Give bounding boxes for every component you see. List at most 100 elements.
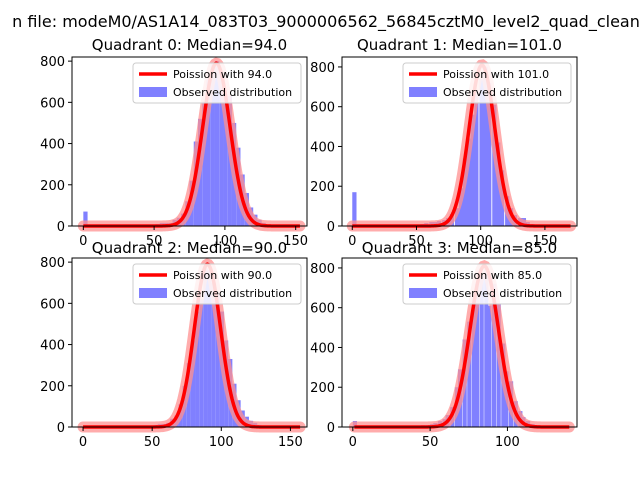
y-tick-label: 200 — [310, 381, 335, 396]
figure-suptitle: n file: modeM0/AS1A14_083T03_9000006562_… — [12, 12, 640, 32]
legend: Poission with 85.0 Observed distribution — [402, 263, 572, 305]
panel-title: Quadrant 3: Median=85.0 — [362, 239, 557, 257]
legend-box — [132, 263, 302, 305]
histogram-bar — [199, 299, 204, 427]
legend: Poission with 101.0 Observed distribution — [402, 62, 572, 104]
histogram-bar — [207, 270, 212, 427]
legend-box — [132, 62, 302, 104]
y-tick-label: 600 — [40, 96, 65, 111]
x-tick-label: 100 — [212, 234, 237, 249]
legend-poisson-label: Poission with 85.0 — [443, 269, 542, 282]
panel-2: 0 50 100 150 0 200 400 600 800 Poission with 90.0… — [40, 239, 308, 450]
y-tick-label: 600 — [40, 297, 65, 312]
histogram-bar — [462, 158, 467, 226]
histogram-bar — [223, 94, 228, 226]
panel-0: 0 50 100 150 0 200 400 600 800 Poission with 94.0… — [40, 36, 308, 249]
panel-3: 0 50 100 0 200 400 600 800 Poission with 85.0 Obs… — [310, 239, 578, 450]
x-tick-label: 150 — [532, 234, 557, 249]
legend-box — [402, 62, 572, 104]
legend: Poission with 90.0 Observed distribution — [132, 263, 302, 305]
legend-observed-swatch — [409, 288, 437, 298]
y-tick-label: 0 — [57, 421, 65, 436]
legend-box — [402, 263, 572, 305]
y-tick-label: 200 — [40, 179, 65, 194]
x-tick-label: 100 — [209, 435, 234, 450]
y-tick-label: 400 — [40, 138, 65, 153]
y-tick-label: 600 — [310, 302, 335, 317]
histogram-bar — [474, 94, 479, 226]
legend: Poission with 94.0 Observed distribution — [132, 62, 302, 104]
histogram-bar — [466, 138, 471, 226]
histogram-bar — [352, 192, 357, 226]
histogram-bar — [206, 79, 211, 226]
y-tick-label: 0 — [57, 220, 65, 235]
histogram-bar — [202, 101, 207, 226]
histogram-bar — [471, 297, 477, 427]
panel-title: Quadrant 2: Median=90.0 — [92, 239, 287, 257]
y-tick-label: 200 — [310, 180, 335, 195]
histogram-bar — [203, 268, 208, 427]
legend-observed-label: Observed distribution — [173, 287, 292, 300]
y-tick-label: 800 — [310, 61, 335, 76]
y-tick-label: 800 — [310, 262, 335, 277]
axes-frame — [71, 257, 308, 428]
histogram-bar — [487, 82, 492, 226]
panel-title: Quadrant 0: Median=94.0 — [92, 36, 287, 54]
legend-observed-swatch — [409, 87, 437, 97]
histogram-bar — [492, 104, 497, 226]
x-tick-label: 0 — [79, 234, 87, 249]
histogram-bar — [210, 63, 215, 227]
histogram-bar — [479, 275, 484, 427]
histogram-bar — [83, 211, 88, 226]
y-tick-label: 200 — [40, 380, 65, 395]
histogram-bar — [214, 61, 220, 227]
legend-poisson-label: Poission with 94.0 — [173, 68, 272, 81]
x-tick-label: 150 — [283, 234, 308, 249]
x-tick-label: 0 — [349, 435, 357, 450]
y-tick-label: 800 — [40, 256, 65, 271]
histogram-bar — [474, 283, 480, 427]
y-tick-label: 400 — [310, 140, 335, 155]
panels: 0 50 100 150 0 200 400 600 800 Poission with 94.0… — [40, 36, 578, 450]
histogram-bar — [211, 282, 216, 427]
legend-observed-label: Observed distribution — [173, 86, 292, 99]
histogram-bar — [467, 321, 472, 427]
x-tick-label: 50 — [144, 435, 161, 450]
x-tick-label: 150 — [278, 435, 303, 450]
y-tick-label: 800 — [40, 55, 65, 70]
x-tick-label: 100 — [468, 234, 493, 249]
histogram-bar — [491, 283, 497, 427]
x-tick-label: 0 — [79, 435, 87, 450]
histogram-bar — [479, 78, 484, 226]
histogram-bar — [484, 267, 489, 427]
histogram-bar — [219, 73, 224, 226]
panel-title: Quadrant 1: Median=101.0 — [357, 36, 562, 54]
histogram-bar — [190, 340, 196, 427]
x-tick-label: 50 — [408, 234, 425, 249]
histogram-bar — [215, 293, 220, 427]
histogram-bar — [470, 114, 475, 226]
panel-1: 0 50 100 150 0 200 400 600 800 Poission with 101.… — [310, 36, 578, 249]
x-tick-label: 50 — [422, 435, 439, 450]
legend-poisson-label: Poission with 101.0 — [443, 68, 549, 81]
x-tick-label: 0 — [348, 234, 356, 249]
axes-frame — [341, 257, 578, 428]
histogram-bar — [487, 305, 492, 427]
x-tick-label: 50 — [146, 234, 163, 249]
legend-poisson-label: Poission with 90.0 — [173, 269, 272, 282]
histogram-bar — [483, 66, 488, 226]
y-tick-label: 0 — [327, 421, 335, 436]
y-tick-label: 400 — [40, 339, 65, 354]
y-tick-label: 600 — [310, 101, 335, 116]
axes-frame — [341, 56, 578, 227]
legend-observed-swatch — [139, 87, 167, 97]
histogram-bar — [195, 311, 200, 427]
y-tick-label: 0 — [327, 220, 335, 235]
legend-observed-label: Observed distribution — [443, 86, 562, 99]
legend-observed-swatch — [139, 288, 167, 298]
legend-observed-label: Observed distribution — [443, 287, 562, 300]
axes-frame — [71, 56, 308, 227]
y-tick-label: 400 — [310, 341, 335, 356]
x-tick-label: 100 — [495, 435, 520, 450]
